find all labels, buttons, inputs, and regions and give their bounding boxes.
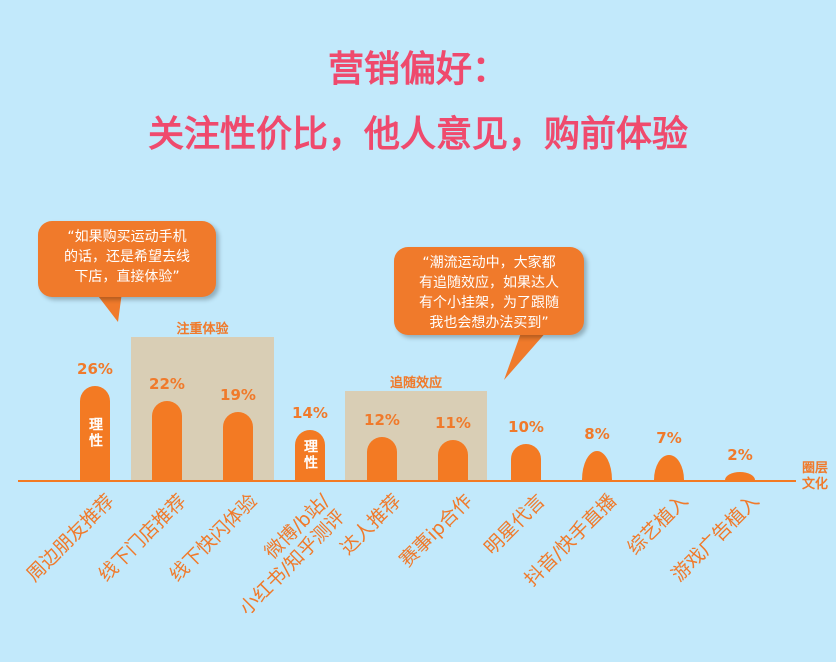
axis-caption: 圈层 文化 <box>798 461 832 493</box>
quote-line: 的话，还是希望去线 <box>64 249 190 265</box>
chart-title: 营销偏好： <box>327 49 508 90</box>
quote-line: 有个小挂架，为了跟随 <box>419 295 559 311</box>
bubble-tail-right <box>504 330 548 380</box>
category-label: 达人推荐 <box>336 490 405 559</box>
bar-inner-label: 理性 <box>87 417 103 450</box>
highlight-label-experience: 注重体验 <box>176 322 229 337</box>
axis-caption-line: 圈层 <box>801 461 828 476</box>
bar: 理性 <box>295 429 325 480</box>
value-label: 26% <box>77 360 113 379</box>
category-label-line: 达人推荐 <box>336 490 406 560</box>
category-label-line: 赛事ip合作 <box>395 490 477 572</box>
bar <box>367 436 397 480</box>
category-label-line: 综艺植入 <box>623 490 693 560</box>
quote-bubble-right: “潮流运动中，大家都 有追随效应，如果达人 有个小挂架，为了跟随 我也会想办法买… <box>394 247 584 335</box>
value-label: 8% <box>584 425 610 444</box>
quote-line: “潮流运动中，大家都 <box>422 255 556 271</box>
bar <box>511 444 541 480</box>
value-label: 19% <box>220 385 256 404</box>
bar <box>582 451 612 480</box>
value-label: 2% <box>727 446 753 464</box>
x-axis-line <box>18 480 796 482</box>
quote-line: “如果购买运动手机 <box>67 229 187 245</box>
category-label: 明星代言 <box>480 490 549 559</box>
quote-line: 下店，直接体验” <box>74 269 180 285</box>
category-label: 综艺植入 <box>623 490 692 559</box>
quote-line: 我也会想办法买到” <box>429 315 549 331</box>
chart-subtitle: 关注性价比，他人意见，购前体验 <box>147 114 688 155</box>
axis-caption-line: 文化 <box>801 477 828 492</box>
value-label: 11% <box>435 414 471 433</box>
category-label-line: 明星代言 <box>480 490 550 560</box>
bar <box>654 454 684 480</box>
highlight-label-follow: 追随效应 <box>389 376 442 391</box>
value-label: 14% <box>292 403 328 422</box>
quote-line: 有追随效应，如果达人 <box>419 275 559 291</box>
bar: 理性 <box>80 386 110 480</box>
bar <box>223 411 253 480</box>
bar-inner-label: 理性 <box>302 438 318 471</box>
value-label: 22% <box>149 374 185 393</box>
bar <box>438 440 468 480</box>
bar <box>725 472 755 480</box>
value-label: 10% <box>508 418 544 436</box>
bar <box>152 400 182 480</box>
category-label: 赛事ip合作 <box>395 490 477 572</box>
value-label: 7% <box>656 428 682 447</box>
quote-bubble-left: “如果购买运动手机 的话，还是希望去线 下店，直接体验” <box>38 221 216 297</box>
value-label: 12% <box>364 410 400 429</box>
